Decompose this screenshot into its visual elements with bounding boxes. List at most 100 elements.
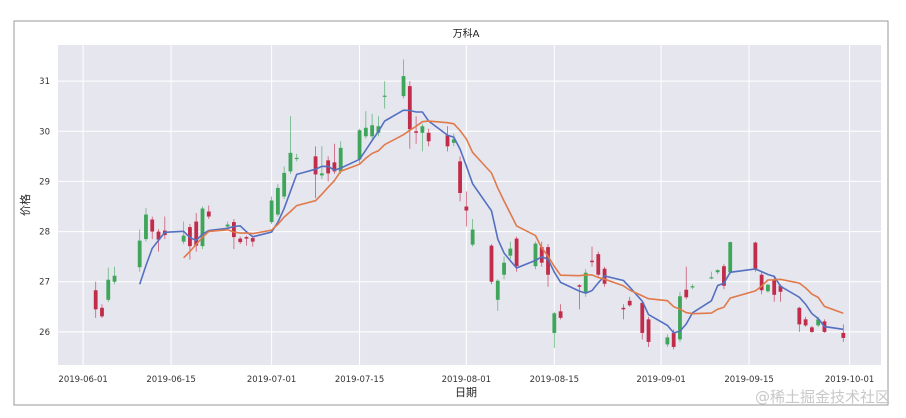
candle-down (640, 302, 645, 333)
x-tick-label: 2019-10-01 (825, 375, 874, 385)
candle-down (458, 161, 462, 193)
candle-down (778, 285, 783, 292)
x-tick-label: 2019-06-15 (146, 375, 195, 385)
candle-down (426, 132, 431, 142)
candle-up (678, 296, 682, 340)
candle-down (244, 237, 249, 239)
candle-down (156, 231, 161, 240)
candle-up (294, 157, 299, 160)
candle-up (282, 172, 287, 197)
y-tick-label: 31 (39, 77, 50, 87)
chart-title: 万科A (453, 27, 480, 40)
x-tick-label: 2019-06-01 (58, 375, 107, 385)
candle-down (646, 319, 651, 342)
candle-down (407, 86, 412, 130)
watermark: @稀土掘金技术社区 (755, 388, 890, 406)
candle-up (181, 235, 186, 242)
candle-down (539, 247, 544, 263)
candle-up (144, 214, 148, 240)
candle-up (106, 279, 111, 300)
candles (93, 59, 846, 350)
candle-down (332, 162, 337, 172)
candle-down (684, 289, 689, 298)
candle-up (288, 152, 293, 172)
x-axis-label: 日期 (455, 386, 477, 399)
candle-down (759, 274, 764, 291)
candle-down (150, 219, 155, 232)
x-tick-label: 2019-09-15 (724, 375, 773, 385)
candle-down (621, 307, 626, 310)
ma5-line (138, 109, 844, 334)
candle-up (338, 147, 343, 172)
y-tick-label: 26 (39, 328, 50, 338)
candle-up (357, 130, 362, 160)
x-tick-label: 2019-07-15 (335, 375, 384, 385)
candle-up (225, 224, 230, 227)
y-tick-label: 27 (39, 278, 50, 288)
x-tick-label: 2019-09-01 (636, 375, 685, 385)
candle-down (93, 290, 98, 310)
x-tick-label: 2019-07-01 (247, 375, 296, 385)
candle-up (319, 173, 324, 176)
candle-down (841, 332, 846, 338)
candle-down (671, 332, 676, 347)
candle-down (313, 156, 318, 175)
ma10-line (183, 120, 844, 315)
candle-down (514, 238, 519, 267)
candle-down (206, 211, 211, 217)
y-tick-label: 30 (39, 127, 50, 137)
candle-up (709, 277, 714, 279)
candle-up (665, 337, 670, 345)
candle-up (552, 313, 557, 333)
candle-down (753, 242, 758, 270)
candle-down (809, 327, 814, 332)
candle-down (414, 131, 418, 133)
candle-down (232, 222, 236, 238)
candle-down (577, 285, 582, 287)
candle-up (275, 187, 280, 215)
candle-up (470, 229, 475, 245)
candle-up (766, 284, 770, 292)
candle-up (363, 127, 368, 137)
candle-up (502, 262, 506, 275)
candle-up (112, 275, 117, 282)
candle-down (250, 238, 255, 242)
candle-up (690, 286, 695, 288)
candle-down (238, 238, 243, 243)
y-tick-label: 29 (39, 177, 50, 187)
candle-down (797, 307, 802, 325)
candle-up (200, 208, 205, 247)
candle-down (803, 319, 808, 326)
candle-down (722, 266, 726, 286)
candle-up (269, 200, 274, 223)
candle-up (401, 76, 406, 97)
candle-down (445, 135, 450, 147)
candle-up (370, 125, 375, 137)
candle-up (376, 126, 381, 133)
candle-up (451, 139, 456, 143)
candle-down (464, 206, 469, 211)
candle-down (772, 279, 777, 295)
candle-down (596, 254, 601, 275)
candle-down (590, 260, 594, 263)
y-axis-label: 价格 (18, 194, 32, 216)
candle-down (100, 307, 104, 317)
candle-up (533, 243, 538, 267)
candle-down (627, 300, 632, 306)
candle-up (420, 126, 425, 133)
x-tick-label: 2019-08-15 (530, 375, 579, 385)
candle-up (137, 240, 142, 268)
candle-up (508, 248, 513, 256)
plot-area (58, 45, 881, 365)
candle-up (382, 95, 387, 97)
x-tick-label: 2019-08-01 (442, 375, 491, 385)
candle-down (489, 245, 494, 282)
moving-average-lines (138, 109, 844, 334)
grid-lines (58, 45, 881, 365)
candle-down (558, 311, 563, 318)
candle-up (583, 272, 588, 293)
y-tick-label: 28 (39, 228, 50, 238)
candle-down (194, 221, 199, 246)
candle-up (728, 242, 733, 273)
